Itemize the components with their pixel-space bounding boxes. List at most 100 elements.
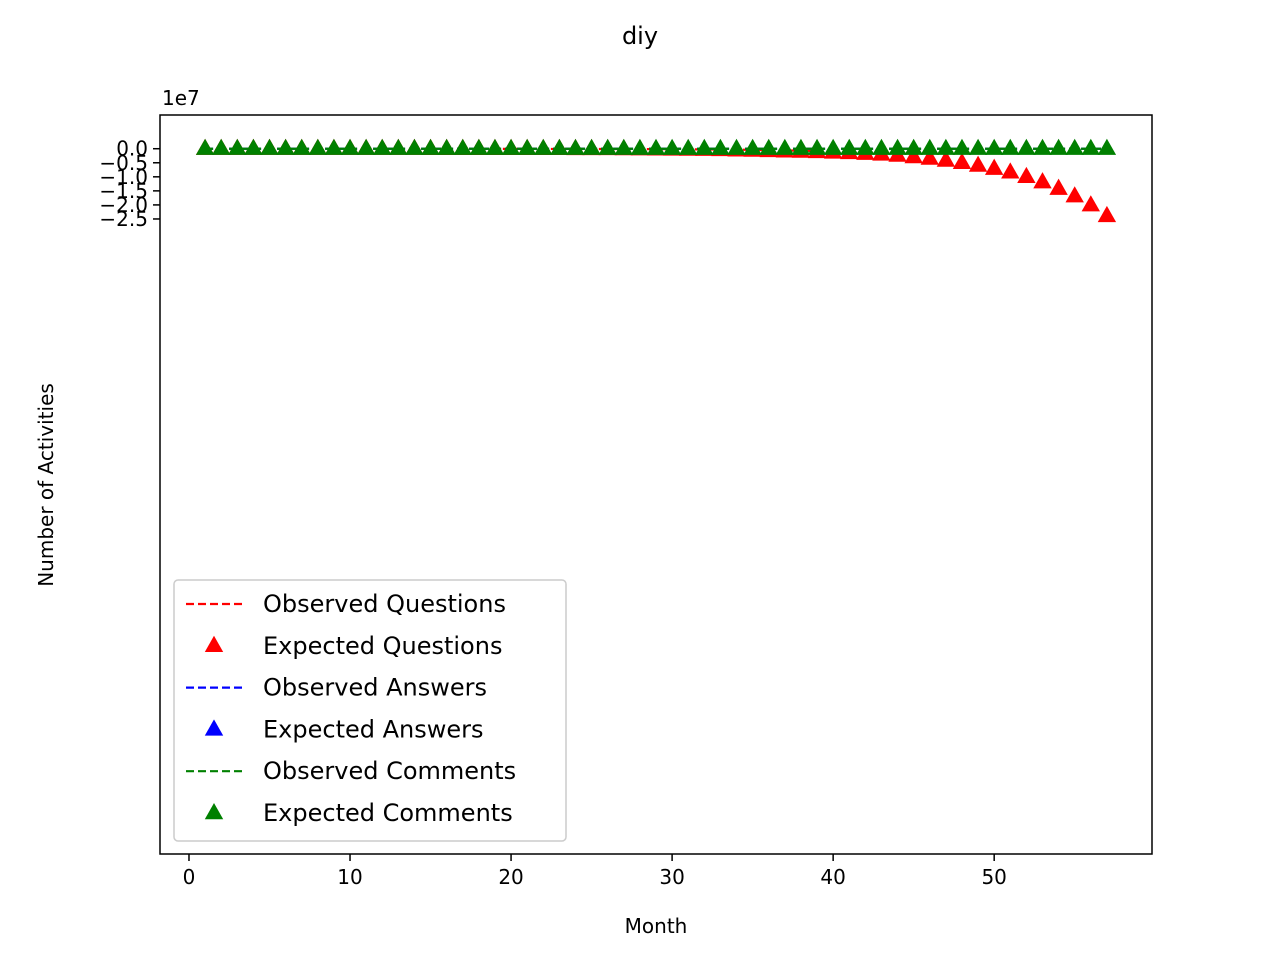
series-5-point (791, 138, 811, 155)
y-axis: 0.0−0.5−1.0−1.5−2.0−2.5 (99, 137, 160, 231)
series-5-point (598, 138, 617, 155)
series-5-point (1097, 138, 1117, 155)
series-5-point (260, 138, 279, 155)
series-5-point (244, 138, 263, 155)
series-5-point (888, 138, 907, 155)
series-1-point (1017, 166, 1036, 184)
series-1-point (984, 158, 1004, 175)
x-axis-label: Month (625, 914, 688, 938)
series-5-point (1065, 138, 1084, 155)
series-1-point (904, 147, 923, 164)
series-5-point (292, 138, 311, 155)
y-tick-label: −2.0 (99, 193, 148, 217)
series-5-point (775, 138, 795, 155)
series-5-point (340, 138, 360, 155)
plot-marks (195, 138, 1117, 223)
x-tick-label: 50 (981, 865, 1006, 889)
series-1-point (968, 155, 988, 172)
y-offset-label: 1e7 (162, 86, 200, 110)
series-5-point (968, 138, 988, 155)
y-tick-label: −2.5 (99, 207, 148, 231)
series-5-point (389, 138, 408, 155)
legend-label: Observed Questions (263, 590, 506, 618)
series-5-point (743, 138, 762, 155)
series-5-point (807, 138, 827, 155)
series-1-point (1097, 205, 1117, 223)
x-axis: 0 10 20 30 40 50 (183, 854, 1007, 889)
x-tick-label: 30 (659, 865, 684, 889)
series-5-point (566, 138, 585, 155)
series-5-point (630, 138, 650, 155)
plot-frame (159, 114, 1153, 855)
series-1-point (936, 150, 956, 167)
series-5-point (356, 138, 376, 155)
series-5-point (501, 138, 521, 155)
legend: Observed Questions Expected Questions Obse… (173, 579, 567, 842)
series-5-point (1049, 138, 1068, 155)
series-5-point (485, 138, 505, 155)
series-5-point (984, 138, 1004, 155)
series-5-point (614, 138, 633, 155)
series-5-point (823, 138, 843, 155)
y-axis-label: Number of Activities (34, 383, 58, 587)
series-1-point (1065, 186, 1084, 203)
x-tick-label: 10 (337, 865, 362, 889)
series-5-point (534, 138, 553, 155)
legend-label: Observed Comments (263, 757, 516, 785)
series-5-point (1033, 138, 1052, 155)
legend-label: Expected Comments (263, 799, 513, 827)
series-5-point (1017, 138, 1036, 155)
series-1-point (1081, 195, 1101, 212)
series-5-point (1081, 138, 1101, 155)
series-5-point (582, 138, 601, 155)
series-5-point (453, 138, 472, 155)
series-5-point (550, 138, 569, 155)
series-5-point (856, 138, 875, 155)
x-tick-label: 20 (498, 865, 523, 889)
series-1-point (1001, 162, 1020, 179)
legend-swatch (204, 635, 224, 652)
chart-title: diy (622, 22, 658, 50)
series-5-point (211, 138, 231, 155)
series-5-point (952, 138, 972, 155)
series-1-point (1033, 172, 1052, 189)
series-5-point (646, 138, 666, 155)
series-5-point (517, 138, 537, 155)
series-5-point (759, 138, 778, 155)
series-5-point (920, 138, 939, 155)
x-tick-label: 40 (820, 865, 845, 889)
series-1-point (952, 152, 972, 169)
series-5-point (469, 138, 489, 155)
series-5-point (662, 138, 682, 155)
series-5-point (840, 138, 859, 155)
legend-label: Observed Answers (263, 674, 487, 702)
legend-swatch (204, 719, 224, 736)
series-5-point (936, 138, 956, 155)
series-5-point (276, 138, 295, 155)
y-tick-label: 0.0 (116, 137, 148, 161)
y-tick-label: −1.5 (99, 179, 148, 203)
legend-box (173, 579, 567, 842)
series-5-point (373, 138, 392, 155)
series-5-point (711, 138, 730, 155)
series-5-point (195, 138, 215, 155)
legend-swatch (204, 803, 224, 820)
y-tick-label: −1.0 (99, 165, 148, 189)
series-5-point (437, 138, 456, 155)
series-5-point (308, 138, 328, 155)
series-1-point (920, 148, 939, 165)
y-tick-label: −0.5 (99, 151, 148, 175)
series-5-point (1001, 138, 1020, 155)
series-5-point (679, 138, 698, 155)
series-5-point (421, 138, 440, 155)
series-5-point (695, 138, 714, 155)
legend-label: Expected Answers (263, 715, 484, 743)
legend-label: Expected Questions (263, 632, 502, 660)
series-5-point (228, 138, 247, 155)
series-1-point (1049, 178, 1068, 195)
series-5-point (405, 138, 424, 155)
series-5-point (324, 138, 344, 155)
x-tick-label: 0 (183, 865, 196, 889)
series-5-point (904, 138, 923, 155)
